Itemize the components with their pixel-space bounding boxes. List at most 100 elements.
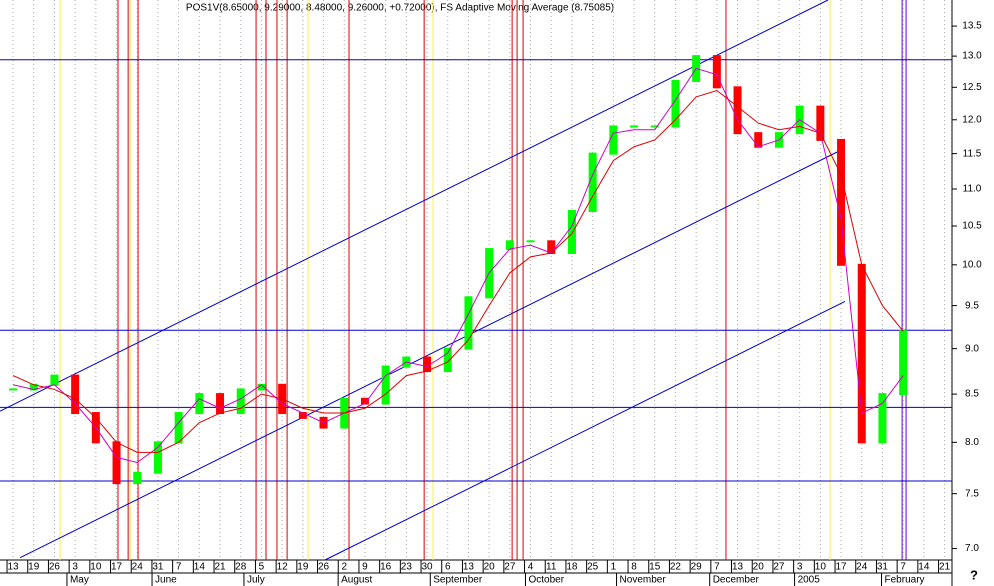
- price-bar: [133, 471, 142, 485]
- price-bar: [112, 441, 121, 485]
- y-tick-label: 13.5: [962, 21, 982, 32]
- x-tick-label: 3: [72, 562, 78, 573]
- x-tick-label: 16: [380, 562, 392, 573]
- x-tick-label: 2: [341, 562, 347, 573]
- month-label: July: [247, 575, 265, 586]
- price-bar: [878, 393, 887, 444]
- price-bar: [754, 132, 763, 148]
- trend-line: [0, 0, 829, 412]
- price-bar: [71, 374, 80, 415]
- x-tick-label: 13: [463, 562, 475, 573]
- price-bar: [567, 209, 576, 254]
- price-bar: [153, 441, 162, 474]
- price-bar: [733, 86, 742, 135]
- x-tick-label: 8: [631, 562, 637, 573]
- price-bar: [9, 388, 18, 391]
- x-tick-label: 13: [732, 562, 744, 573]
- y-tick-label: 12.0: [962, 114, 982, 125]
- month-label: September: [433, 575, 483, 586]
- month-label: October: [528, 575, 564, 586]
- price-bar: [216, 393, 225, 415]
- month-label: December: [713, 575, 760, 586]
- price-bar: [423, 356, 432, 373]
- month-label: February: [885, 575, 925, 586]
- price-bar: [712, 55, 721, 89]
- x-tick-label: 19: [297, 562, 309, 573]
- x-tick-label: 23: [401, 562, 413, 573]
- y-tick-label: 10.5: [962, 221, 982, 232]
- y-tick-label: 12.5: [962, 82, 982, 93]
- x-tick-label: 12: [277, 562, 289, 573]
- y-tick-label: 9.0: [965, 343, 979, 354]
- x-tick-label: 21: [214, 562, 226, 573]
- x-tick-label: 7: [714, 562, 720, 573]
- x-tick-label: 10: [815, 562, 827, 573]
- x-tick-label: 22: [670, 562, 682, 573]
- x-tick-label: 5: [259, 562, 265, 573]
- price-bar: [899, 330, 908, 396]
- month-label: 2005: [798, 575, 821, 586]
- y-tick-label: 13.0: [962, 51, 982, 62]
- x-tick-label: 3: [797, 562, 803, 573]
- help-mark[interactable]: ?: [970, 567, 978, 582]
- x-tick-label: 17: [111, 562, 123, 573]
- x-tick-label: 24: [132, 562, 144, 573]
- x-tick-label: 17: [835, 562, 847, 573]
- x-tick-label: 29: [691, 562, 703, 573]
- price-bar: [816, 105, 825, 141]
- x-tick-label: 30: [421, 562, 433, 573]
- x-tick-label: 6: [445, 562, 451, 573]
- price-bar: [174, 412, 183, 444]
- x-tick-label: 1: [611, 562, 617, 573]
- price-bar: [547, 240, 556, 254]
- x-tick-label: 28: [235, 562, 247, 573]
- x-tick-label: 7: [176, 562, 182, 573]
- x-tick-label: 14: [194, 562, 206, 573]
- price-bar: [588, 152, 597, 212]
- month-label: November: [620, 575, 667, 586]
- x-tick-label: 13: [7, 562, 19, 573]
- x-tick-label: 27: [773, 562, 785, 573]
- price-bar: [505, 240, 514, 251]
- x-tick-label: 9: [362, 562, 368, 573]
- price-bar: [837, 138, 846, 266]
- y-tick-label: 9.5: [965, 300, 979, 311]
- x-tick-label: 15: [649, 562, 661, 573]
- price-bar: [630, 125, 639, 128]
- price-bar: [360, 397, 369, 405]
- y-tick-label: 11.5: [963, 148, 982, 159]
- price-bar: [50, 374, 59, 386]
- x-tick-label: 26: [318, 562, 330, 573]
- x-tick-label: 10: [90, 562, 102, 573]
- y-tick-label: 7.0: [965, 543, 979, 554]
- price-bar: [29, 383, 38, 391]
- price-bar: [298, 412, 307, 419]
- price-bar: [671, 79, 680, 128]
- trend-line: [19, 147, 846, 559]
- ma-line: [12, 89, 904, 453]
- x-tick-label: 19: [28, 562, 40, 573]
- x-tick-label: 20: [484, 562, 496, 573]
- price-bar: [381, 365, 390, 405]
- price-bar: [609, 125, 618, 155]
- month-label: August: [341, 575, 372, 586]
- ma-line: [12, 67, 904, 464]
- price-bar: [857, 263, 866, 444]
- price-bar: [650, 125, 659, 128]
- y-tick-label: 11.0: [963, 184, 982, 195]
- price-bar: [526, 240, 535, 243]
- x-tick-label: 31: [877, 562, 889, 573]
- x-tick-label: 24: [856, 562, 868, 573]
- month-label: June: [155, 575, 177, 586]
- y-tick-label: 8.0: [965, 437, 979, 448]
- price-bar: [464, 296, 473, 350]
- trend-line: [324, 300, 846, 561]
- x-tick-label: 20: [753, 562, 765, 573]
- x-tick-label: 21: [939, 562, 951, 573]
- x-tick-label: 4: [528, 562, 534, 573]
- price-bar: [195, 393, 204, 415]
- x-tick-label: 11: [546, 562, 557, 573]
- x-tick-label: 31: [152, 562, 164, 573]
- x-tick-label: 27: [504, 562, 516, 573]
